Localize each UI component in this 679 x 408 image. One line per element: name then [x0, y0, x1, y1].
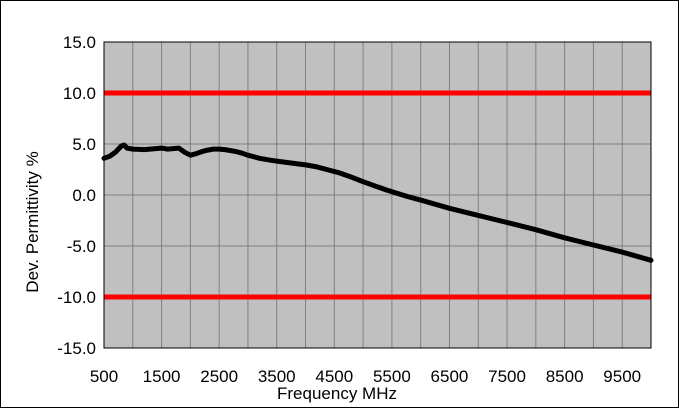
- x-tick-label: 2500: [200, 367, 238, 386]
- limit-lines: [104, 90, 651, 300]
- y-tick-label: -5.0: [67, 237, 96, 256]
- y-tick-label: 5.0: [72, 135, 96, 154]
- x-tick-label: 3500: [258, 367, 296, 386]
- y-tick-label: 0.0: [72, 186, 96, 205]
- y-tick-label: -15.0: [57, 339, 96, 358]
- x-tick-label: 7500: [488, 367, 526, 386]
- series-line: [101, 142, 654, 263]
- x-tick-label: 8500: [546, 367, 584, 386]
- x-axis-ticks: 500 1500 2500 3500 4500 5500 6500 7500 8500 9500: [90, 367, 641, 386]
- y-axis-title: Dev. Permittivity %: [23, 151, 42, 292]
- y-tick-label: -10.0: [57, 288, 96, 307]
- x-tick-label: 500: [90, 367, 118, 386]
- x-tick-label: 6500: [431, 367, 469, 386]
- series-layer: [101, 41, 654, 349]
- y-axis-ticks: 15.0 10.0 5.0 0.0 -5.0 -10.0 -15.0: [57, 33, 96, 358]
- y-tick-label: 10.0: [63, 84, 96, 103]
- x-tick-label: 4500: [315, 367, 353, 386]
- x-tick-label: 9500: [603, 367, 641, 386]
- x-tick-label: 5500: [373, 367, 411, 386]
- y-tick-label: 15.0: [63, 33, 96, 52]
- x-tick-label: 1500: [143, 367, 181, 386]
- plot-border: [103, 41, 652, 349]
- x-axis-title: Frequency MHz: [277, 384, 397, 403]
